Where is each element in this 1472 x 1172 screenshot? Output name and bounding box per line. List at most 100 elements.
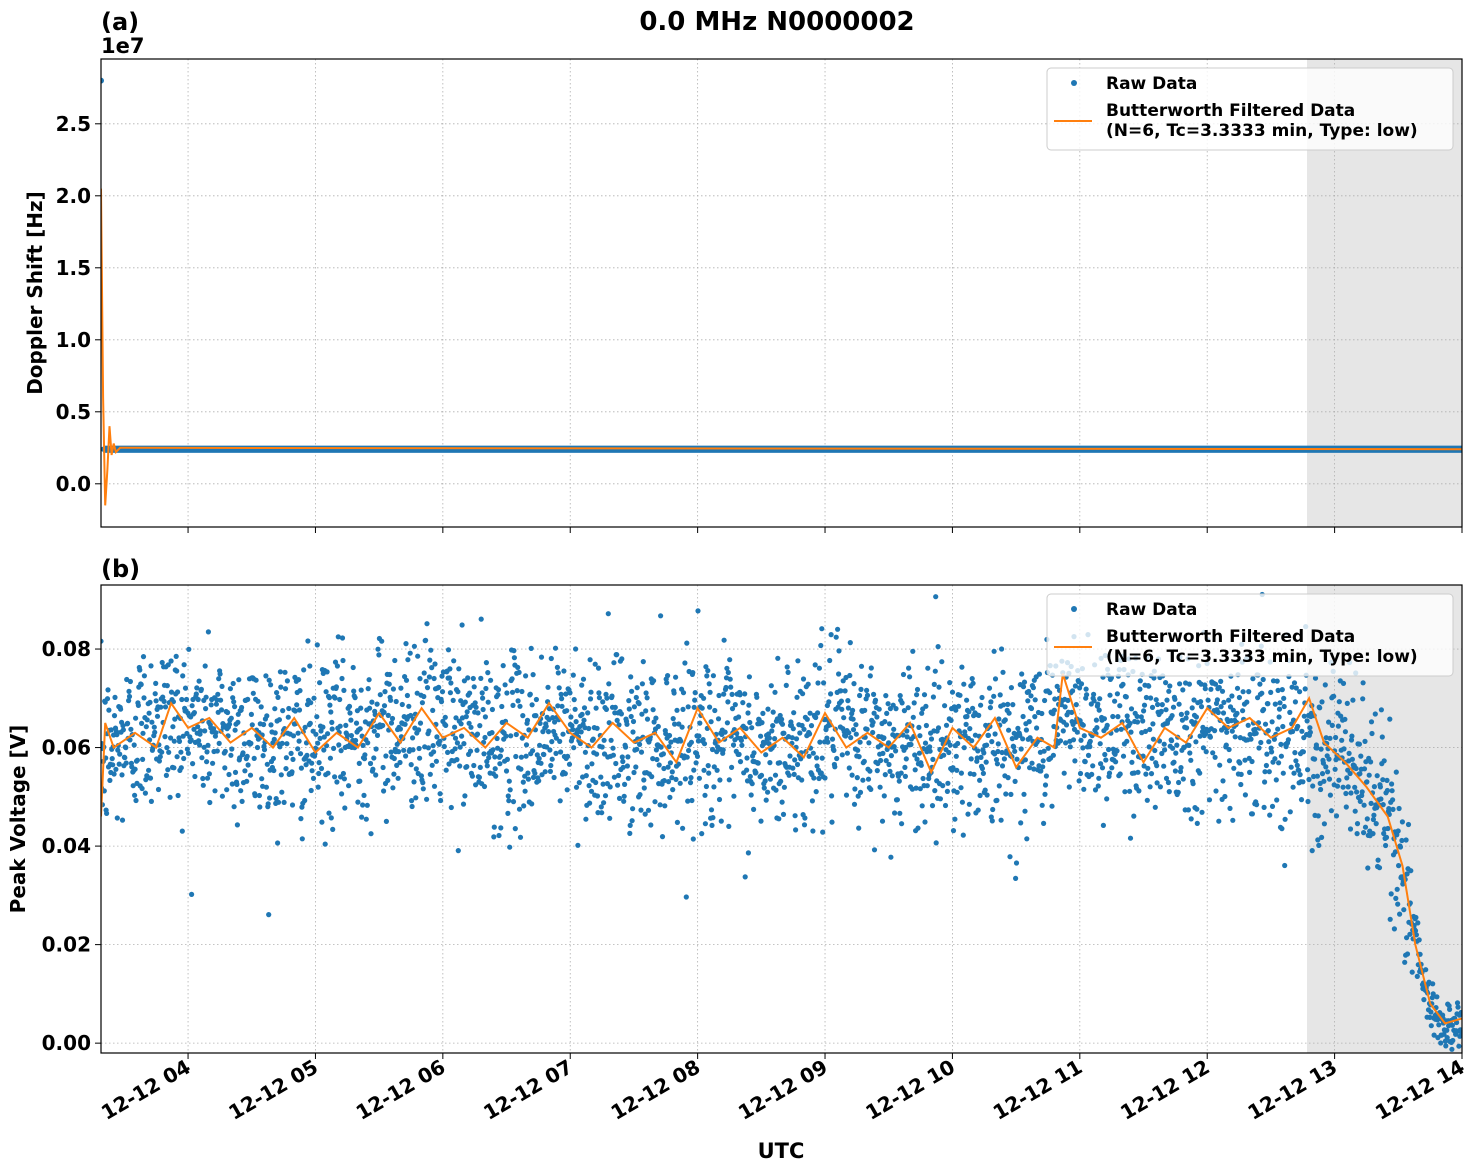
raw-data-point bbox=[778, 778, 784, 784]
raw-data-point bbox=[389, 715, 396, 722]
raw-data-point bbox=[1169, 738, 1175, 744]
raw-data-point bbox=[954, 767, 960, 773]
raw-data-point bbox=[772, 772, 779, 778]
raw-data-point bbox=[1269, 749, 1275, 755]
raw-data-point bbox=[641, 777, 647, 783]
raw-data-point bbox=[1295, 723, 1301, 729]
raw-data-point bbox=[1000, 702, 1007, 708]
raw-data-point bbox=[1170, 704, 1177, 710]
legend-b-raw-marker bbox=[1071, 606, 1077, 612]
legend-b-filtered-label-2: (N=6, Tc=3.3333 min, Type: low) bbox=[1106, 647, 1418, 667]
raw-data-point bbox=[197, 728, 204, 734]
raw-data-point bbox=[328, 709, 334, 715]
raw-data-point bbox=[579, 711, 585, 718]
raw-data-point bbox=[404, 692, 410, 699]
raw-data-point bbox=[426, 674, 432, 680]
raw-data-point bbox=[985, 732, 992, 738]
raw-data-point bbox=[1220, 710, 1227, 716]
raw-data-point bbox=[1287, 709, 1293, 716]
raw-data-point bbox=[758, 733, 764, 739]
raw-data-point bbox=[152, 691, 158, 697]
raw-data-point bbox=[806, 753, 812, 759]
x-tick-label: 12-12 12 bbox=[1116, 1055, 1214, 1125]
raw-data-point bbox=[821, 680, 827, 686]
raw-data-point bbox=[1274, 678, 1280, 684]
raw-data-point bbox=[999, 646, 1005, 652]
raw-data-point bbox=[558, 749, 564, 755]
raw-data-point bbox=[376, 652, 382, 658]
raw-data-point bbox=[1096, 707, 1102, 713]
raw-data-point bbox=[861, 758, 867, 765]
raw-data-point bbox=[1013, 860, 1020, 866]
raw-data-point bbox=[271, 736, 277, 743]
raw-data-point bbox=[640, 659, 646, 665]
raw-data-point bbox=[1374, 773, 1380, 779]
raw-data-point bbox=[189, 703, 195, 709]
raw-data-point bbox=[696, 775, 703, 781]
raw-data-point bbox=[1292, 699, 1298, 705]
raw-data-point bbox=[457, 744, 463, 750]
raw-data-point bbox=[1021, 791, 1027, 797]
raw-data-point bbox=[282, 669, 288, 675]
raw-data-point bbox=[523, 742, 530, 748]
raw-data-point bbox=[665, 764, 671, 770]
raw-data-point bbox=[285, 714, 291, 720]
raw-data-point bbox=[474, 747, 480, 753]
raw-data-point bbox=[616, 795, 623, 802]
raw-data-point bbox=[704, 673, 710, 679]
raw-data-point bbox=[1349, 733, 1355, 739]
raw-data-point bbox=[886, 721, 893, 727]
raw-data-point bbox=[969, 676, 975, 682]
raw-data-point bbox=[140, 756, 146, 763]
raw-data-point bbox=[492, 754, 498, 760]
raw-data-point bbox=[867, 673, 873, 679]
raw-data-point bbox=[513, 753, 519, 760]
raw-data-point bbox=[872, 697, 879, 703]
raw-data-point bbox=[473, 704, 479, 710]
raw-data-point bbox=[742, 874, 748, 880]
raw-data-point bbox=[276, 717, 282, 723]
raw-data-point bbox=[215, 691, 221, 697]
raw-data-point bbox=[495, 692, 501, 698]
raw-data-point bbox=[643, 708, 649, 714]
raw-data-point bbox=[696, 733, 702, 739]
raw-data-point bbox=[1383, 842, 1389, 849]
raw-data-point bbox=[1024, 836, 1030, 842]
raw-data-point bbox=[200, 775, 206, 782]
raw-data-point bbox=[213, 701, 219, 707]
raw-data-point bbox=[421, 670, 427, 676]
raw-data-point bbox=[686, 747, 692, 754]
raw-data-point bbox=[1066, 784, 1072, 790]
raw-data-point bbox=[1341, 746, 1347, 752]
raw-data-point bbox=[1326, 756, 1332, 762]
y-tick-label: 2.0 bbox=[56, 184, 91, 208]
raw-data-point bbox=[1348, 737, 1355, 743]
raw-data-point bbox=[1197, 733, 1203, 739]
raw-data-point bbox=[321, 747, 327, 753]
raw-data-point bbox=[682, 776, 689, 782]
raw-data-point bbox=[835, 626, 841, 632]
raw-data-point bbox=[745, 710, 751, 716]
raw-data-point bbox=[480, 706, 486, 713]
raw-data-point bbox=[581, 717, 587, 723]
raw-data-point bbox=[633, 764, 639, 770]
raw-data-point bbox=[1120, 753, 1127, 759]
raw-data-point bbox=[1076, 778, 1082, 784]
raw-data-point bbox=[766, 741, 772, 747]
raw-data-point bbox=[728, 684, 734, 690]
raw-data-point bbox=[1344, 700, 1350, 707]
raw-data-point bbox=[420, 786, 426, 792]
raw-data-point bbox=[283, 755, 289, 761]
raw-data-point bbox=[669, 769, 675, 775]
raw-data-point bbox=[536, 755, 542, 762]
raw-data-point bbox=[592, 661, 598, 667]
raw-data-point bbox=[573, 646, 579, 652]
raw-data-point bbox=[850, 707, 856, 714]
raw-data-point bbox=[763, 797, 769, 803]
raw-data-point bbox=[119, 817, 126, 823]
raw-data-point bbox=[1393, 895, 1399, 902]
raw-data-point bbox=[1226, 697, 1232, 703]
raw-data-point bbox=[549, 756, 555, 762]
raw-data-point bbox=[601, 800, 607, 806]
raw-data-point bbox=[165, 767, 171, 773]
